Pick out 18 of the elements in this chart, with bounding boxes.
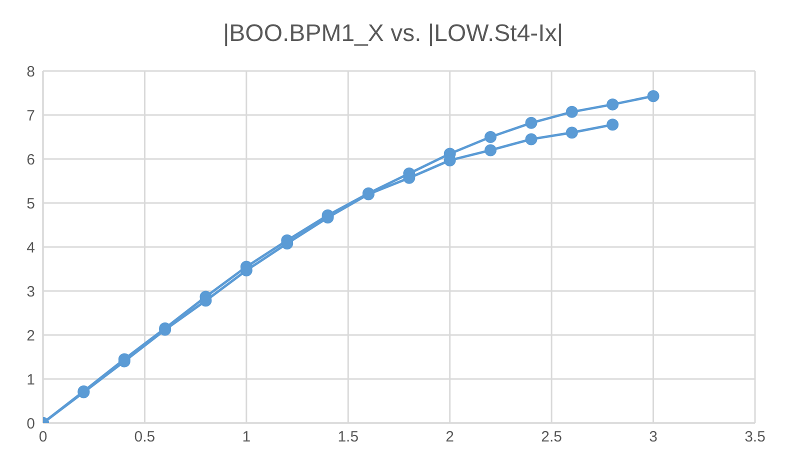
y-tick-label: 5: [26, 195, 35, 212]
y-tick-label: 2: [26, 327, 35, 344]
chart-title: |BOO.BPM1_X vs. |LOW.St4-Ix|: [222, 20, 564, 48]
y-tick-label: 4: [26, 239, 35, 256]
x-tick-label: 1.5: [338, 428, 359, 446]
x-tick-label: 3.5: [744, 428, 766, 446]
y-tick-label: 1: [26, 371, 35, 388]
x-tick-label: 1: [242, 428, 251, 446]
x-tick-label: 2: [446, 428, 454, 446]
y-tick-label: 0: [26, 415, 35, 432]
x-tick-label: 3: [649, 428, 658, 446]
y-tick-label: 6: [26, 151, 35, 168]
x-tick-label: 2.5: [541, 428, 562, 446]
x-tick-label: 0: [38, 428, 48, 446]
y-tick-label: 3: [26, 283, 35, 300]
x-tick-label: 0.5: [134, 428, 156, 446]
y-tick-label: 8: [26, 63, 35, 80]
y-tick-label: 7: [26, 107, 35, 124]
